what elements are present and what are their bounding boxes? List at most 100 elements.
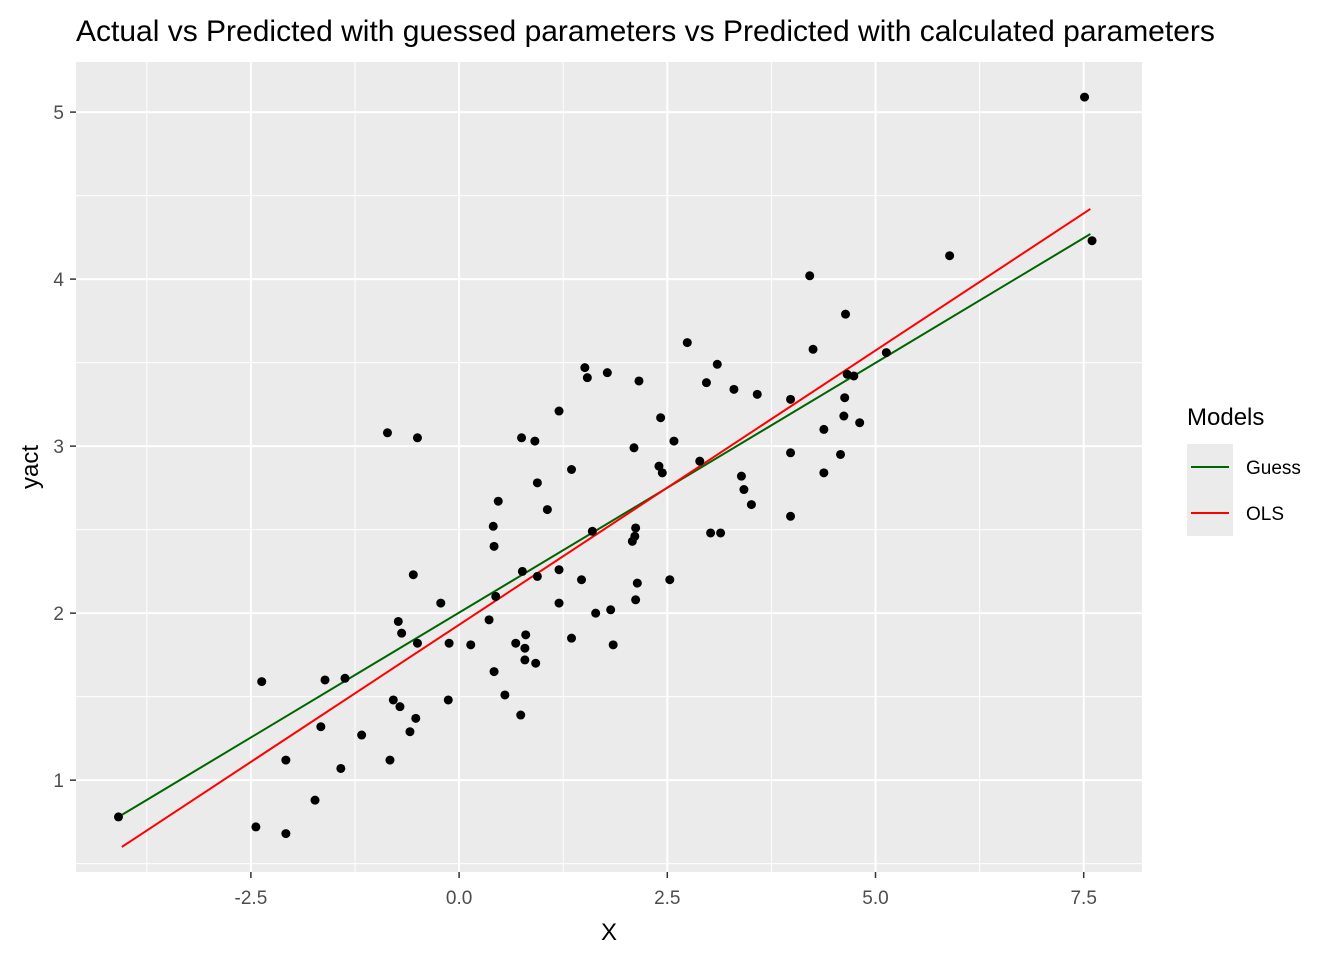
data-point xyxy=(484,615,494,625)
data-point xyxy=(582,373,592,383)
data-point xyxy=(819,468,829,478)
data-point xyxy=(657,468,667,478)
data-point xyxy=(542,505,552,515)
data-point xyxy=(855,418,865,428)
data-point xyxy=(840,393,850,403)
data-point xyxy=(395,702,405,712)
data-point xyxy=(665,575,675,585)
data-point xyxy=(491,591,501,601)
data-point xyxy=(567,465,577,475)
legend-title: Models xyxy=(1187,404,1264,431)
data-point xyxy=(357,730,367,740)
x-tick-label: -2.5 xyxy=(235,888,268,909)
x-axis-title: X xyxy=(601,919,617,946)
data-point xyxy=(654,461,664,471)
data-point xyxy=(310,795,320,805)
y-axis: 1 2 3 4 5 xyxy=(53,103,76,792)
data-point xyxy=(517,433,527,443)
data-point xyxy=(945,251,955,261)
data-point xyxy=(489,541,499,551)
data-point xyxy=(336,763,346,773)
data-point xyxy=(836,449,846,459)
data-point xyxy=(412,433,422,443)
data-point xyxy=(405,727,415,737)
data-point xyxy=(412,638,422,648)
data-point xyxy=(520,655,530,665)
x-tick-label: 0.0 xyxy=(446,888,472,909)
data-point xyxy=(631,595,641,605)
data-point xyxy=(629,443,639,453)
data-point xyxy=(567,633,577,643)
data-point xyxy=(554,565,564,575)
data-point xyxy=(606,605,616,615)
data-point xyxy=(746,500,756,510)
data-point xyxy=(608,640,618,650)
data-point xyxy=(752,389,762,399)
data-point xyxy=(408,570,418,580)
data-point xyxy=(281,829,291,839)
data-point xyxy=(517,566,527,576)
data-point xyxy=(716,528,726,538)
y-tick-label: 2 xyxy=(53,604,64,625)
plot-panel xyxy=(76,62,1142,872)
data-point xyxy=(443,695,453,705)
data-point xyxy=(530,436,540,446)
data-point xyxy=(1080,92,1090,102)
data-point xyxy=(805,271,815,281)
y-tick-label: 4 xyxy=(53,270,64,291)
x-tick-label: 2.5 xyxy=(654,888,680,909)
model-lines xyxy=(117,208,1091,848)
data-points xyxy=(113,92,1097,839)
chart-title: Actual vs Predicted with guessed paramet… xyxy=(76,15,1215,48)
data-point xyxy=(511,638,521,648)
data-point xyxy=(500,690,510,700)
x-axis: -2.5 0.0 2.5 5.0 7.5 xyxy=(235,872,1097,909)
data-point xyxy=(706,528,716,538)
legend: Models Guess OLS xyxy=(1187,404,1301,536)
data-point xyxy=(489,667,499,677)
data-point xyxy=(819,424,829,434)
data-point xyxy=(444,638,454,648)
series-line-ols xyxy=(121,208,1091,848)
x-tick-label: 7.5 xyxy=(1070,888,1096,909)
y-tick-label: 1 xyxy=(53,771,64,792)
data-point xyxy=(634,376,644,386)
y-axis-title: yact xyxy=(17,445,44,489)
data-point xyxy=(340,673,350,683)
data-point xyxy=(113,812,123,822)
data-point xyxy=(656,413,666,423)
data-point xyxy=(839,411,849,421)
series-line-guess xyxy=(117,233,1091,818)
data-point xyxy=(849,371,859,381)
data-point xyxy=(587,526,597,536)
data-point xyxy=(729,384,739,394)
data-point xyxy=(531,658,541,668)
data-point xyxy=(393,616,403,626)
data-point xyxy=(808,344,818,354)
data-point xyxy=(521,630,531,640)
data-point xyxy=(632,578,642,588)
data-point xyxy=(736,471,746,481)
data-point xyxy=(669,436,679,446)
data-point xyxy=(739,485,749,495)
data-point xyxy=(411,713,421,723)
legend-label-guess: Guess xyxy=(1246,458,1301,479)
data-point xyxy=(532,478,542,488)
data-point xyxy=(466,640,476,650)
data-point xyxy=(382,428,392,438)
data-point xyxy=(516,710,526,720)
data-point xyxy=(591,608,601,618)
y-tick-label: 5 xyxy=(53,103,64,124)
data-point xyxy=(488,521,498,531)
legend-keys: Guess OLS xyxy=(1187,444,1301,536)
data-point xyxy=(554,406,564,416)
data-point xyxy=(701,378,711,388)
data-point xyxy=(712,359,722,369)
data-point xyxy=(388,695,398,705)
data-point xyxy=(281,755,291,765)
data-point xyxy=(786,511,796,521)
x-tick-label: 5.0 xyxy=(862,888,888,909)
legend-label-ols: OLS xyxy=(1246,504,1284,525)
data-point xyxy=(316,722,326,732)
